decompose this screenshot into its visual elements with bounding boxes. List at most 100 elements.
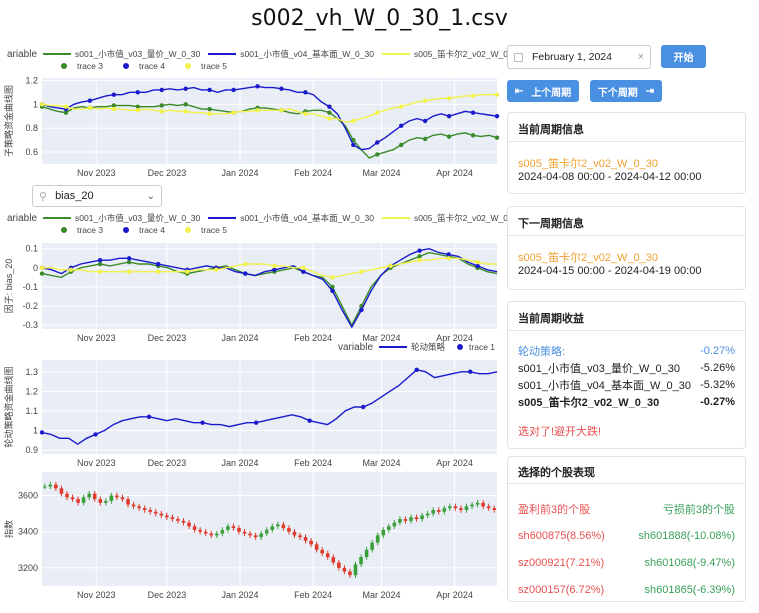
next-strategy: s005_笛卡尔2_v02_W_0_30 [518,252,659,264]
card-header: 当前周期收益 [508,302,745,331]
legend-line-swatch [43,53,72,55]
series-marker [126,259,132,265]
candle [48,484,53,487]
candle [98,499,103,503]
candle [337,562,341,568]
candle [486,506,491,509]
legend-item-v03[interactable]: s001_小市值_v03_量价_W_0_30 [43,48,200,60]
legend-item-trace5[interactable]: trace 5 [173,225,227,235]
legend-item-trace5[interactable]: trace 5 [173,61,227,71]
legend-line-swatch [381,217,410,219]
x-tick-label: Apr 2024 [436,458,473,468]
series-marker [330,275,335,280]
plot-area [42,360,497,454]
series-marker [359,307,364,313]
legend-dot-swatch [61,227,67,233]
series-marker [243,271,248,276]
candle [209,533,214,536]
page-title: s002_vh_W_0_30_1.csv [251,6,508,31]
legend-rotation: variable 轮动策略 trace 1 [338,341,503,353]
series-marker [494,92,500,97]
next-period-card: 下一周期信息 s005_笛卡尔2_v02_W_0_30 2024-04-15 0… [507,206,746,290]
y-tick-label: 1.2 [25,75,38,85]
factor-select[interactable]: ⚲ bias_20 ⌄ [32,185,162,207]
x-tick-label: Nov 2023 [77,333,116,343]
series-marker [417,248,422,253]
candle [281,524,286,529]
candle [137,506,141,509]
y-tick-label: 0.8 [25,123,38,133]
rotation-equity-chart[interactable]: 0.9 1 1.1 1.2 1.3 Nov 2023 Dec 2023 Jan 2024 Feb… [0,356,500,468]
legend-item-v04[interactable]: s001_小市值_v04_基本面_W_0_30 [208,48,374,60]
prev-period-button[interactable]: ⇤ 上个周期 [507,80,579,102]
y-tick-label: -0.2 [22,301,38,311]
y-tick-label: -0.1 [22,282,38,292]
plot-area [42,243,497,329]
legend-item-s005[interactable]: s005_笛卡尔2_v02_W_0_30 [381,48,522,60]
return-row-rotation: 轮动策略: -0.27% [518,344,735,358]
candle [81,497,86,503]
start-button[interactable]: 开始 [661,45,706,68]
candle [214,533,219,536]
x-tick-label: Jan 2024 [222,168,259,178]
x-tick-label: Mar 2024 [362,168,400,178]
x-tick-label: Nov 2023 [77,590,116,600]
series-marker [417,258,422,263]
series-marker [399,123,404,128]
candle [54,484,58,489]
series-marker [422,118,428,124]
sub-strategy-equity-chart[interactable]: 0.6 0.8 1 1.2 Nov 2023 Dec 2023 Jan 2024 Feb 20… [0,74,500,178]
candle [120,497,125,500]
series-marker [375,140,380,145]
index-candlestick-chart[interactable]: 3200 3400 3600 Nov 2023 Dec 2023 Jan 2024 Feb … [0,470,500,600]
date-picker[interactable]: February 1, 2024 × [507,45,651,69]
legend-variable-label: variable [338,341,374,353]
candle [176,519,180,521]
candle [109,495,114,501]
y-tick-label: 0.9 [25,445,38,455]
series-marker [494,135,500,140]
series-marker [243,261,248,267]
series-marker [159,103,164,108]
x-tick-label: Feb 2024 [294,333,332,343]
legend-line-swatch [379,346,408,348]
x-tick-label: Nov 2023 [77,458,116,468]
legend-item-trace3[interactable]: trace 3 [49,225,103,235]
x-tick-label: Apr 2024 [436,168,473,178]
candle [364,549,369,558]
next-range: 2024-04-15 00:00 - 2024-04-19 00:00 [518,265,702,277]
candle [431,510,435,514]
candle [448,506,452,509]
factor-bias-chart[interactable]: -0.3 -0.2 -0.1 0 0.1 Nov 2023 Dec 2023 Jan 2024… [0,239,500,343]
next-period-button[interactable]: 下个周期 ⇥ [590,80,662,102]
series-marker [39,102,45,107]
legend-item-trace1[interactable]: trace 1 [453,342,495,352]
series-marker [39,265,45,271]
candle [375,535,380,543]
return-row-selected: s005_笛卡尔2_v02_W_0_30 -0.27% [518,395,735,409]
series-marker [303,90,308,95]
legend-item-v03[interactable]: s001_小市值_v03_量价_W_0_30 [43,212,200,224]
series-marker [68,267,74,272]
legend-item-s005[interactable]: s005_笛卡尔2_v02_W_0_30 [381,212,522,224]
candle [142,508,147,510]
series-marker [446,256,451,261]
series-marker [279,108,284,113]
series-marker [470,93,476,99]
legend-item-trace4[interactable]: trace 4 [111,61,165,71]
legend-item-trace4[interactable]: trace 4 [111,225,165,235]
series-marker [468,369,473,374]
series-marker [422,98,428,103]
candle [409,517,413,521]
y-tick-label: 3200 [18,563,38,573]
legend-item-rotation[interactable]: 轮动策略 [379,341,445,353]
clear-icon[interactable]: × [637,51,644,63]
legend-item-v04[interactable]: s001_小市值_v04_基本面_W_0_30 [208,212,374,224]
candle [148,510,153,512]
legend-item-trace3[interactable]: trace 3 [49,61,103,71]
series-marker [93,432,98,437]
next-arrow-icon: ⇥ [645,85,655,97]
stock-row: sh600875(8.56%) sh601888(-10.08%) [518,529,735,542]
candle [165,515,169,518]
series-marker [351,118,356,124]
